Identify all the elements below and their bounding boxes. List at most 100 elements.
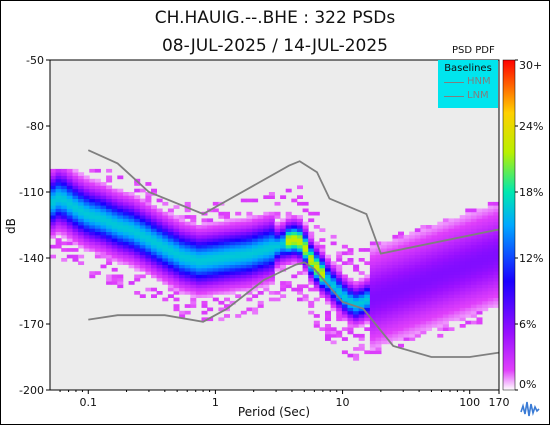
pdf-cell xyxy=(420,274,427,279)
pdf-cell xyxy=(212,248,219,252)
pdf-cell xyxy=(426,261,432,265)
pdf-cell xyxy=(487,244,494,249)
pdf-cell xyxy=(414,314,421,318)
pdf-cell xyxy=(336,310,343,315)
pdf-cell xyxy=(386,333,393,338)
pdf-cell xyxy=(111,234,118,239)
pdf-cell xyxy=(459,254,466,259)
pdf-cell xyxy=(61,185,68,190)
pdf-cell xyxy=(106,185,113,190)
pdf-cell xyxy=(201,261,208,265)
pdf-cell xyxy=(353,317,360,322)
pdf-cell xyxy=(218,254,225,259)
pdf-cell xyxy=(78,234,85,239)
pdf-cell xyxy=(375,350,382,355)
pdf-cell xyxy=(83,178,90,183)
pdf-cell xyxy=(263,271,270,275)
pdf-cell xyxy=(156,264,163,269)
pdf-cell xyxy=(151,221,157,226)
pdf-cell xyxy=(369,267,376,272)
pdf-cell xyxy=(448,221,455,226)
pdf-cell xyxy=(437,317,444,322)
pdf-cell xyxy=(381,291,388,295)
pdf-cell xyxy=(482,300,489,305)
pdf-cell xyxy=(246,238,253,242)
pdf-cell xyxy=(246,307,253,312)
pdf-cell xyxy=(240,284,247,289)
pdf-cell xyxy=(437,300,444,305)
pdf-cell xyxy=(454,300,461,305)
pdf-cell xyxy=(224,241,230,246)
pdf-cell xyxy=(347,304,354,308)
pdf-cell xyxy=(392,241,399,246)
pdf-cell xyxy=(364,287,371,292)
pdf-cell xyxy=(476,267,483,272)
pdf-cell xyxy=(235,284,242,289)
pdf-cell xyxy=(358,248,365,252)
pdf-cell xyxy=(487,284,494,289)
pdf-cell xyxy=(369,320,376,325)
pdf-cell xyxy=(420,281,427,285)
pdf-cell xyxy=(414,258,421,262)
pdf-cell xyxy=(403,264,410,269)
pdf-cell xyxy=(89,241,96,246)
pdf-cell xyxy=(470,218,477,223)
pdf-cell xyxy=(201,310,208,315)
pdf-cell xyxy=(190,234,197,239)
pdf-cell xyxy=(123,218,129,223)
pdf-cell xyxy=(117,254,124,259)
pdf-cell xyxy=(448,231,455,236)
pdf-cell xyxy=(364,327,371,331)
pdf-cell xyxy=(414,281,421,285)
pdf-cell xyxy=(66,254,73,259)
pdf-cell xyxy=(442,291,449,295)
pdf-cell xyxy=(246,244,253,249)
pdf-cell xyxy=(89,208,96,213)
pdf-cell xyxy=(465,267,472,272)
pdf-cell xyxy=(240,258,247,262)
pdf-cell xyxy=(442,248,449,252)
pdf-cell xyxy=(414,274,421,279)
pdf-cell xyxy=(308,258,315,262)
pdf-cell xyxy=(61,195,68,199)
pdf-cell xyxy=(476,297,483,302)
pdf-cell xyxy=(66,211,73,216)
colorbar-title: PSD PDF xyxy=(452,45,495,56)
pdf-cell xyxy=(89,185,96,190)
pdf-cell xyxy=(291,221,298,226)
pdf-cell xyxy=(285,251,292,256)
pdf-cell xyxy=(420,258,427,262)
pdf-cell xyxy=(201,281,208,285)
pdf-cell xyxy=(336,330,343,335)
pdf-cell xyxy=(476,294,483,298)
pdf-cell xyxy=(72,241,79,246)
pdf-cell xyxy=(50,192,56,196)
pdf-cell xyxy=(229,238,236,242)
baseline-curves xyxy=(87,149,499,358)
pdf-cell xyxy=(218,234,225,239)
pdf-cell xyxy=(454,251,461,256)
pdf-cell xyxy=(341,310,348,315)
pdf-cell xyxy=(493,201,499,206)
pdf-cell xyxy=(437,225,444,229)
pdf-cell xyxy=(476,300,483,305)
pdf-cell xyxy=(212,221,219,226)
pdf-cell xyxy=(66,185,73,190)
pdf-cell xyxy=(336,300,343,305)
pdf-cell xyxy=(224,221,230,226)
pdf-cell xyxy=(268,291,275,295)
pdf-cell xyxy=(414,231,421,236)
pdf-cell xyxy=(173,291,180,295)
pdf-cell xyxy=(308,241,315,246)
pdf-cell xyxy=(190,294,197,298)
pdf-cell xyxy=(493,274,499,279)
pdf-cell xyxy=(476,234,483,239)
pdf-cell xyxy=(145,215,152,219)
pdf-cell xyxy=(493,267,499,272)
pdf-cell xyxy=(61,228,68,232)
pdf-cell xyxy=(257,264,264,269)
pdf-cell xyxy=(167,234,174,239)
pdf-cell xyxy=(487,261,494,265)
pdf-cell xyxy=(341,337,348,341)
pdf-cell xyxy=(420,291,427,295)
